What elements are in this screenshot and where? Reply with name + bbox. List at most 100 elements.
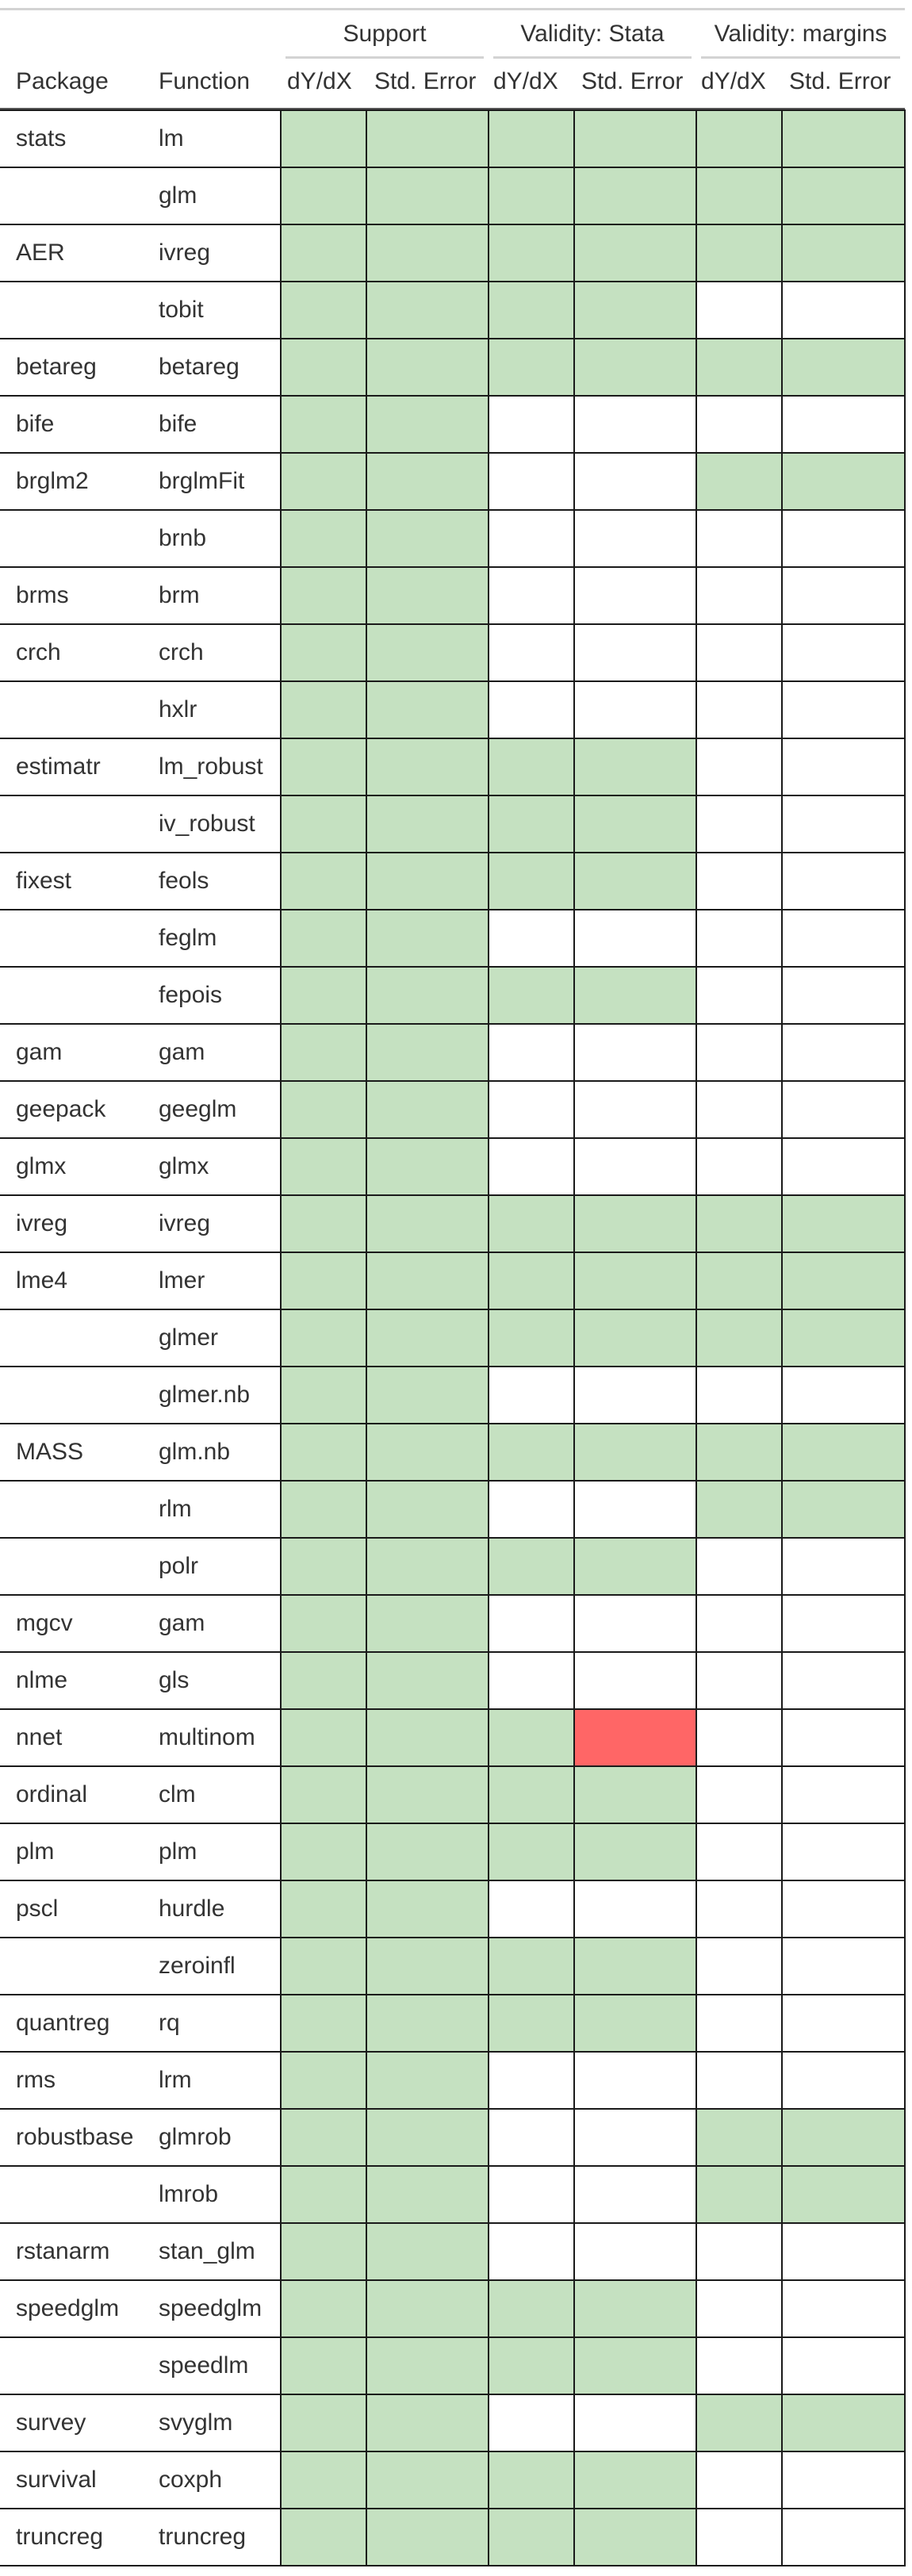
function-cell: glm [143,167,281,225]
function-cell: ivreg [143,1194,281,1253]
status-cell-stata-se [573,2222,697,2281]
package-cell: AER [0,224,143,282]
status-cell-margins-se [781,2394,906,2452]
function-cell: glmrob [143,2108,281,2167]
status-cell-support-se [366,1194,489,1253]
package-cell: estimatr [0,738,143,796]
function-cell: multinom [143,1708,281,1767]
status-cell-margins-se [781,2051,906,2110]
status-cell-stata-se [573,1480,697,1539]
status-cell-margins-dydx [695,1994,783,2053]
table-row: brglm2 brglmFit [0,452,906,511]
package-cell: gam [0,1023,143,1082]
function-cell: rq [143,1994,281,2053]
package-cell [0,966,143,1025]
status-cell-stata-dydx [488,1080,575,1139]
status-cell-support-dydx [280,1137,367,1196]
status-cell-support-dydx [280,1594,367,1653]
column-header-support-se: Std. Error [374,68,477,94]
status-cell-stata-se [573,2508,697,2566]
status-cell-stata-se [573,1080,697,1139]
package-cell [0,795,143,853]
status-cell-margins-se [781,2451,906,2509]
status-cell-margins-se [781,623,906,682]
package-cell [0,1366,143,1424]
status-cell-stata-dydx [488,566,575,625]
status-cell-margins-se [781,566,906,625]
status-cell-margins-dydx [695,395,783,454]
status-cell-margins-dydx [695,2279,783,2338]
package-cell [0,509,143,568]
status-cell-support-dydx [280,1080,367,1139]
status-cell-stata-se [573,2336,697,2395]
status-cell-support-se [366,1594,489,1653]
table-row: speedlm [0,2336,906,2395]
status-cell-support-dydx [280,966,367,1025]
status-cell-support-se [366,1423,489,1482]
status-cell-margins-dydx [695,1823,783,1881]
status-cell-margins-dydx [695,452,783,511]
status-cell-support-se [366,1252,489,1310]
status-cell-margins-se [781,109,906,168]
column-header-function: Function [159,68,251,94]
status-cell-support-dydx [280,109,367,168]
status-cell-stata-dydx [488,1137,575,1196]
status-cell-stata-dydx [488,509,575,568]
status-cell-stata-se [573,2451,697,2509]
status-cell-support-se [366,1994,489,2053]
status-cell-margins-dydx [695,1366,783,1424]
table-row: speedglm speedglm [0,2279,906,2338]
function-cell: lrm [143,2051,281,2110]
column-header-package: Package [16,68,109,94]
status-cell-support-dydx [280,738,367,796]
status-cell-support-dydx [280,566,367,625]
status-cell-stata-se [573,1252,697,1310]
status-cell-stata-se [573,1765,697,1824]
status-cell-stata-se [573,2165,697,2224]
package-cell: speedglm [0,2279,143,2338]
status-cell-margins-se [781,1309,906,1367]
status-cell-support-se [366,281,489,339]
status-cell-support-dydx [280,2451,367,2509]
status-cell-margins-dydx [695,1594,783,1653]
status-cell-margins-se [781,452,906,511]
status-cell-margins-dydx [695,1252,783,1310]
function-cell: ivreg [143,224,281,282]
table-row: ivreg ivreg [0,1194,906,1253]
package-cell: rms [0,2051,143,2110]
function-cell: brm [143,566,281,625]
status-cell-margins-se [781,395,906,454]
status-cell-stata-dydx [488,1309,575,1367]
status-cell-stata-dydx [488,795,575,853]
table-row: zeroinfl [0,1937,906,1995]
table-row: estimatr lm_robust [0,738,906,796]
status-cell-support-dydx [280,1194,367,1253]
spanner-validity-margins: Validity: margins [696,16,905,59]
function-cell: gam [143,1023,281,1082]
package-cell [0,2336,143,2395]
status-cell-stata-se [573,224,697,282]
status-cell-support-se [366,1651,489,1710]
status-cell-margins-dydx [695,2051,783,2110]
status-cell-support-se [366,2051,489,2110]
package-cell: bife [0,395,143,454]
table-row: feglm [0,909,906,968]
status-cell-support-dydx [280,680,367,739]
status-cell-stata-dydx [488,852,575,910]
status-cell-support-se [366,109,489,168]
function-cell: gls [143,1651,281,1710]
status-cell-support-se [366,795,489,853]
status-cell-margins-dydx [695,852,783,910]
status-cell-stata-se [573,395,697,454]
spanner-support-label: Support [343,21,427,47]
table-row: plm plm [0,1823,906,1881]
column-header-stata-se: Std. Error [581,68,684,94]
status-cell-support-se [366,1080,489,1139]
package-cell: lme4 [0,1252,143,1310]
status-cell-stata-se [573,2051,697,2110]
status-cell-stata-dydx [488,2394,575,2452]
status-cell-stata-dydx [488,2222,575,2281]
status-cell-margins-dydx [695,2165,783,2224]
function-cell: brnb [143,509,281,568]
status-cell-support-se [366,509,489,568]
